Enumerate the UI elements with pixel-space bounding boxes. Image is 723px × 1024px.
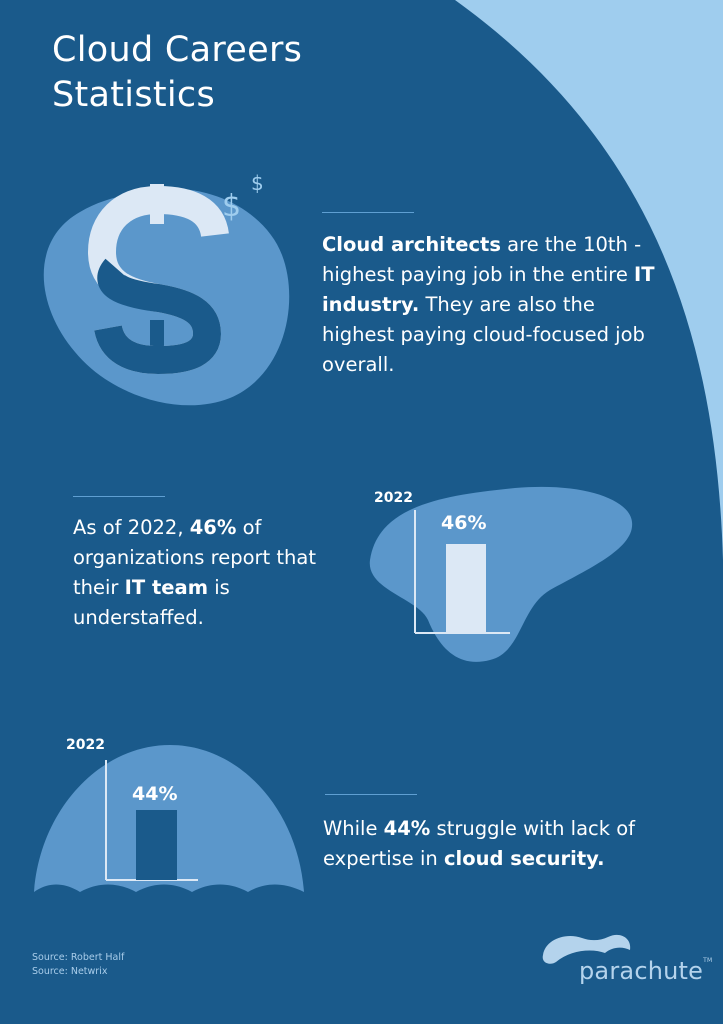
- title-line-2: Statistics: [52, 75, 215, 115]
- stat2-text-3: is understaffed.: [73, 576, 230, 629]
- source-robert-half: Source: Robert Half: [32, 952, 125, 963]
- parachute-logo: parachuteTM: [579, 957, 712, 985]
- stat1-text-2: They are also the highest paying cloud-f…: [322, 293, 645, 376]
- chart2-year-label: 2022: [66, 737, 105, 753]
- stat3-text-1: While: [323, 817, 384, 840]
- dollar-sign-icon: [87, 184, 229, 375]
- stat-it-understaffed: As of 2022, 46% of organizations report …: [73, 513, 323, 633]
- chart1-value-label: 46%: [441, 512, 487, 534]
- divider-stat3: [325, 794, 417, 795]
- stat3-text-2: struggle with lack of expertise in: [323, 817, 636, 870]
- stat2-text-1: As of 2022,: [73, 516, 190, 539]
- page-title: Cloud Careers Statistics: [52, 28, 302, 118]
- source-netwrix: Source: Netwrix: [32, 966, 108, 977]
- stat3-bold-1: 44%: [383, 817, 431, 840]
- stat-cloud-architects: Cloud architects are the 10th -highest p…: [322, 230, 672, 380]
- title-line-1: Cloud Careers: [52, 30, 303, 70]
- logo-trademark: TM: [703, 957, 713, 964]
- chart2-plot: [105, 760, 198, 881]
- chart1-blob: [369, 486, 633, 662]
- stat1-text-1: are the 10th -highest paying job in the …: [322, 233, 642, 286]
- stat2-bold-2: IT team: [124, 576, 209, 599]
- chart1-year-label: 2022: [374, 490, 413, 506]
- stat2-bold-1: 46%: [189, 516, 237, 539]
- stat3-bold-2: cloud security.: [443, 847, 605, 870]
- stat1-bold-1: Cloud architects: [322, 233, 501, 256]
- stat-cloud-security: While 44% struggle with lack of expertis…: [323, 814, 683, 874]
- dollar-sparkle-large: $: [222, 189, 241, 224]
- chart2-bar: [136, 810, 177, 880]
- stat2-text-2: of organizations report that their: [73, 516, 316, 599]
- divider-stat2: [73, 496, 165, 497]
- dollar-sparkle-small: $: [251, 171, 264, 195]
- chart1-bar: [446, 544, 486, 633]
- chart1-plot: [414, 510, 510, 634]
- chart2-value-label: 44%: [132, 783, 178, 805]
- logo-text: parachute: [579, 957, 704, 985]
- divider-stat1: [322, 212, 414, 213]
- corner-sky-shape: [455, 0, 723, 560]
- stat1-bold-2: IT industry.: [322, 263, 655, 316]
- parachute-icon: [542, 934, 631, 964]
